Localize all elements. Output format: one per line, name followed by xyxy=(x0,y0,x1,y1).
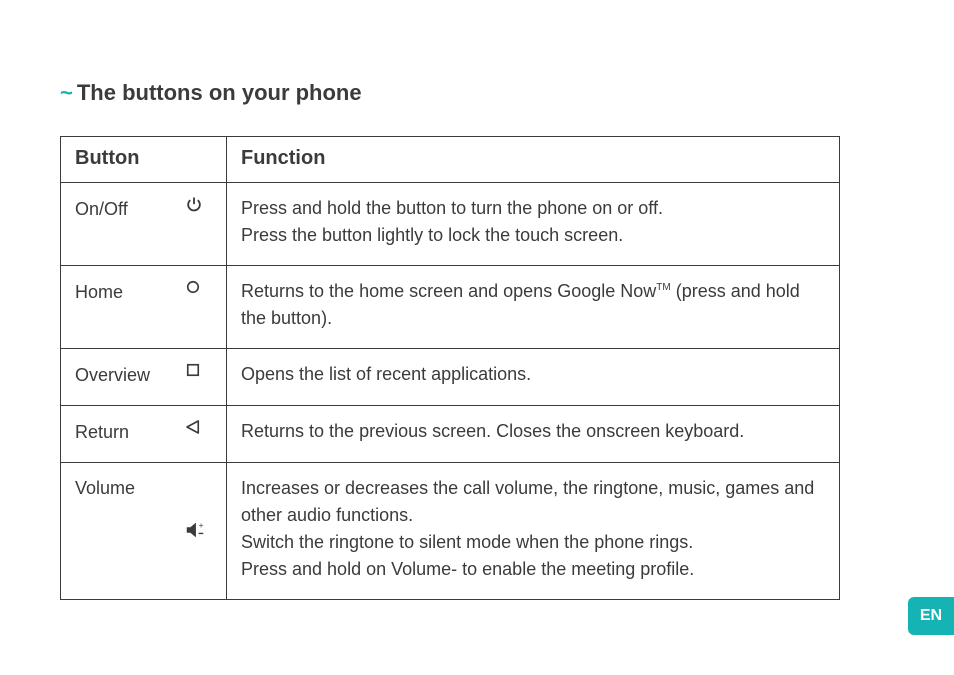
button-name-cell: Volume + xyxy=(61,462,227,599)
document-page: ~The buttons on your phone Button Functi… xyxy=(0,0,954,675)
square-icon xyxy=(184,361,208,385)
col-header-function: Function xyxy=(227,137,840,183)
triangle-left-icon xyxy=(184,418,208,442)
button-name-cell: On/Off xyxy=(61,183,227,266)
table-row: Volume + Increases or decreases the call v… xyxy=(61,462,840,599)
language-tab: EN xyxy=(908,597,954,635)
function-text: Opens the list of recent applications. xyxy=(241,361,825,388)
button-label: Volume xyxy=(75,475,135,502)
table-row: Overview Opens the list of recent applica… xyxy=(61,349,840,406)
function-text: Increases or decreases the call volume, … xyxy=(241,475,825,583)
power-icon xyxy=(184,195,208,219)
svg-text:+: + xyxy=(199,521,204,530)
button-name-cell: Return xyxy=(61,405,227,462)
table-row: Return Returns to the previous screen. Cl… xyxy=(61,405,840,462)
heading-text: The buttons on your phone xyxy=(77,80,362,105)
function-text: Returns to the previous screen. Closes t… xyxy=(241,418,825,445)
section-heading: ~The buttons on your phone xyxy=(60,80,894,106)
table-row: Home Returns to the home screen and opens… xyxy=(61,266,840,349)
function-cell: Press and hold the button to turn the ph… xyxy=(227,183,840,266)
circle-icon xyxy=(184,278,208,302)
table-body: On/Off Press and hold the button to turn … xyxy=(61,183,840,600)
col-header-button: Button xyxy=(61,137,227,183)
function-cell: Increases or decreases the call volume, … xyxy=(227,462,840,599)
function-text: Press and hold the button to turn the ph… xyxy=(241,195,825,249)
function-cell: Returns to the home screen and opens Goo… xyxy=(227,266,840,349)
function-text: Returns to the home screen and opens Goo… xyxy=(241,278,825,332)
button-name-cell: Home xyxy=(61,266,227,349)
button-label: Overview xyxy=(75,362,150,389)
function-cell: Opens the list of recent applications. xyxy=(227,349,840,406)
table-header-row: Button Function xyxy=(61,137,840,183)
buttons-table: Button Function On/Off Press and hold the… xyxy=(60,136,840,600)
table-row: On/Off Press and hold the button to turn … xyxy=(61,183,840,266)
volume-icon: + xyxy=(184,519,208,543)
button-label: Home xyxy=(75,279,123,306)
function-cell: Returns to the previous screen. Closes t… xyxy=(227,405,840,462)
tilde-accent: ~ xyxy=(60,80,73,105)
button-label: Return xyxy=(75,419,129,446)
button-name-cell: Overview xyxy=(61,349,227,406)
button-label: On/Off xyxy=(75,196,128,223)
